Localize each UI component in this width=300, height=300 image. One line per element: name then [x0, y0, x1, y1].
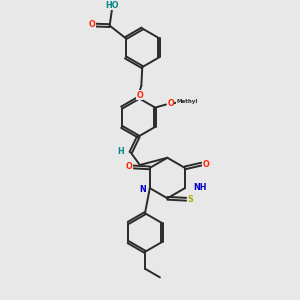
- Text: O: O: [88, 20, 95, 29]
- Text: Methyl: Methyl: [176, 99, 198, 103]
- Text: NH: NH: [193, 183, 207, 192]
- Text: H: H: [117, 146, 124, 155]
- Text: O: O: [136, 91, 143, 100]
- Text: HO: HO: [105, 1, 119, 10]
- Text: N: N: [139, 184, 146, 194]
- Text: S: S: [188, 195, 194, 204]
- Text: O: O: [167, 99, 174, 108]
- Text: O: O: [125, 162, 132, 171]
- Text: O: O: [202, 160, 209, 169]
